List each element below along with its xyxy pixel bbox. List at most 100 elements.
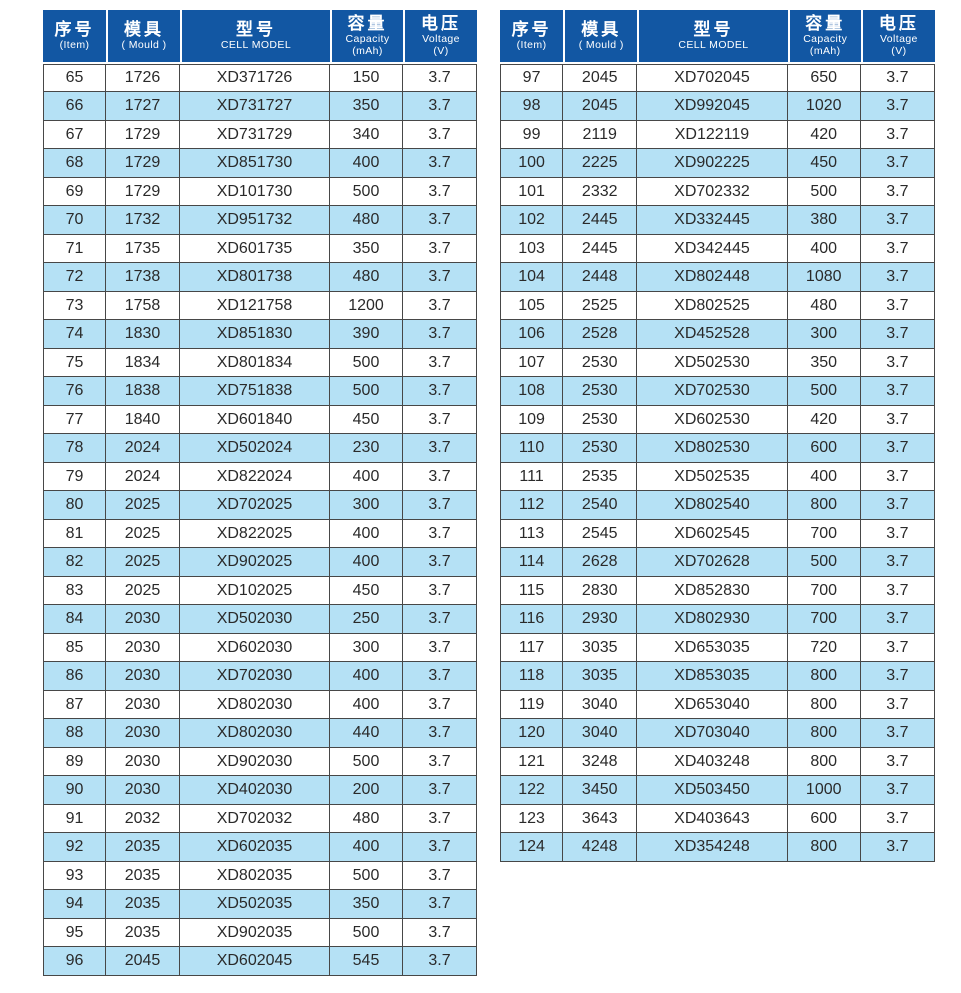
cell-capacity: 150 [330,63,403,93]
cell-model: XD702025 [180,491,330,520]
cell-model: XD731727 [180,92,330,121]
cell-voltage: 3.7 [403,263,477,292]
cell-item: 106 [500,320,564,349]
cell-mould: 2530 [563,377,638,406]
cell-voltage: 3.7 [403,633,477,663]
table-row: 94 2035 XD502035 350 3.7 [43,890,477,919]
cell-item: 96 [43,947,106,976]
table-row: 114 2628 XD702628 500 3.7 [500,548,935,577]
column-header-mould: 模具( Mould ) [563,10,638,64]
cell-mould: 2528 [563,320,638,349]
cell-voltage: 3.7 [403,149,477,178]
cell-capacity: 400 [330,519,403,549]
cell-mould: 3643 [563,804,638,834]
cell-capacity: 300 [330,633,403,663]
cell-capacity: 400 [330,462,403,492]
table-row: 118 3035 XD853035 800 3.7 [500,662,935,691]
cell-capacity: 300 [330,491,403,520]
cell-mould: 2535 [563,462,638,492]
cell-item: 117 [500,633,564,663]
table-row: 74 1830 XD851830 390 3.7 [43,320,477,349]
column-subtitle-voltage: (V) [433,45,449,57]
table-row: 110 2530 XD802530 600 3.7 [500,434,935,463]
cell-mould: 1729 [106,177,180,207]
column-subtitle-model: CELL MODEL [678,39,749,52]
table-row: 121 3248 XD403248 800 3.7 [500,747,935,777]
cell-capacity: 700 [787,576,861,606]
cell-model: XD403643 [637,804,788,834]
cell-voltage: 3.7 [403,491,477,520]
cell-mould: 2830 [563,576,638,606]
cell-capacity: 480 [330,804,403,834]
cell-model: XD602545 [637,519,788,549]
cell-item: 121 [500,747,564,777]
cell-capacity: 450 [330,576,403,606]
cell-mould: 2030 [106,719,180,748]
cell-model: XD802030 [180,690,330,720]
cell-model-table-left: 序号 (Item) 模具( Mould ) 型号 CELL MODEL 容量 Capacit… [43,10,477,976]
cell-model: XD502024 [180,434,330,463]
cell-capacity: 700 [787,605,861,634]
cell-voltage: 3.7 [403,377,477,406]
cell-model: XD702045 [637,63,788,93]
cell-capacity: 400 [330,833,403,862]
cell-model: XD992045 [637,92,788,121]
table-row: 100 2225 XD902225 450 3.7 [500,149,935,178]
cell-model: XD601735 [180,234,330,264]
cell-item: 66 [43,92,106,121]
cell-model: XD403248 [637,747,788,777]
cell-capacity: 480 [330,206,403,235]
cell-model: XD342445 [637,234,788,264]
cell-capacity: 800 [787,719,861,748]
cell-capacity: 600 [787,434,861,463]
cell-item: 107 [500,348,564,378]
cell-capacity: 230 [330,434,403,463]
cell-mould: 2030 [106,747,180,777]
cell-mould: 2119 [563,120,638,150]
cell-model: XD801738 [180,263,330,292]
cell-capacity: 800 [787,662,861,691]
cell-mould: 3040 [563,719,638,748]
cell-model: XD121758 [180,291,330,321]
table-row: 91 2032 XD702032 480 3.7 [43,804,477,834]
table-row: 122 3450 XD503450 1000 3.7 [500,776,935,805]
table-row: 67 1729 XD731729 340 3.7 [43,120,477,150]
table-row: 106 2528 XD452528 300 3.7 [500,320,935,349]
column-header-item: 序号 (Item) [500,10,564,64]
column-title-zh-capacity: 容量 [347,14,388,33]
cell-capacity: 1020 [787,92,861,121]
cell-voltage: 3.7 [860,719,935,748]
cell-capacity: 450 [787,149,861,178]
cell-mould: 1738 [106,263,180,292]
table-row: 119 3040 XD653040 800 3.7 [500,690,935,720]
cell-model: XD702332 [637,177,788,207]
cell-mould: 2045 [106,947,180,976]
cell-mould: 2030 [106,662,180,691]
cell-model: XD702628 [637,548,788,577]
cell-voltage: 3.7 [860,833,935,862]
cell-item: 84 [43,605,106,634]
table-row: 101 2332 XD702332 500 3.7 [500,177,935,207]
column-header-mould: 模具( Mould ) [106,10,180,64]
cell-mould: 1726 [106,63,180,93]
cell-voltage: 3.7 [403,890,477,919]
column-header-model: 型号 CELL MODEL [637,10,788,64]
table-row: 77 1840 XD601840 450 3.7 [43,405,477,435]
cell-model: XD802540 [637,491,788,520]
cell-capacity: 500 [330,918,403,948]
cell-capacity: 390 [330,320,403,349]
cell-model: XD601840 [180,405,330,435]
cell-model: XD902035 [180,918,330,948]
cell-item: 86 [43,662,106,691]
table-row: 86 2030 XD702030 400 3.7 [43,662,477,691]
cell-item: 77 [43,405,106,435]
cell-model: XD503450 [637,776,788,805]
column-title-zh-voltage: 电压 [878,14,919,33]
cell-capacity: 440 [330,719,403,748]
cell-item: 120 [500,719,564,748]
cell-model: XD371726 [180,63,330,93]
cell-item: 80 [43,491,106,520]
cell-item: 72 [43,263,106,292]
cell-model: XD802035 [180,861,330,891]
cell-model: XD951732 [180,206,330,235]
